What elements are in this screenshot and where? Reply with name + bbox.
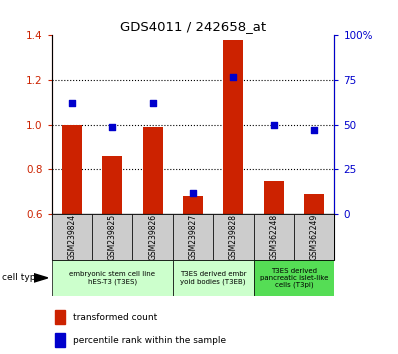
Bar [223,40,244,214]
Text: GSM239828: GSM239828 [229,214,238,260]
Point [109,124,115,130]
Bar [294,214,334,260]
Point [271,122,277,127]
Bar [254,260,334,296]
Text: embryonic stem cell line
hES-T3 (T3ES): embryonic stem cell line hES-T3 (T3ES) [69,271,155,285]
Text: GSM239825: GSM239825 [108,214,117,260]
Bar [173,260,254,296]
Bar [62,125,82,214]
Bar [173,214,213,260]
Bar [92,214,133,260]
Text: GSM362248: GSM362248 [269,214,278,260]
Text: GSM239827: GSM239827 [189,214,197,260]
Bar [213,214,254,260]
Bar [133,214,173,260]
Bar [254,214,294,260]
Bar [55,310,65,324]
Bar [304,194,324,214]
Text: GSM239826: GSM239826 [148,214,157,260]
Bar [52,214,92,260]
Point [150,101,156,106]
Text: GSM239824: GSM239824 [67,214,76,260]
Bar [183,196,203,214]
Text: GSM362249: GSM362249 [310,214,319,260]
Text: transformed count: transformed count [73,313,158,322]
Point [230,74,236,79]
Polygon shape [34,274,48,282]
Text: T3ES derived
pancreatic islet-like
cells (T3pi): T3ES derived pancreatic islet-like cells… [260,268,328,288]
Text: percentile rank within the sample: percentile rank within the sample [73,336,226,345]
Text: T3ES derived embr
yoid bodies (T3EB): T3ES derived embr yoid bodies (T3EB) [180,271,246,285]
Title: GDS4011 / 242658_at: GDS4011 / 242658_at [120,20,266,33]
Point [69,101,75,106]
Point [311,127,317,133]
Bar [52,260,173,296]
Text: cell type: cell type [2,273,41,282]
Bar [142,127,163,214]
Bar [263,181,284,214]
Point [190,190,196,195]
Bar [55,333,65,347]
Bar [102,156,123,214]
